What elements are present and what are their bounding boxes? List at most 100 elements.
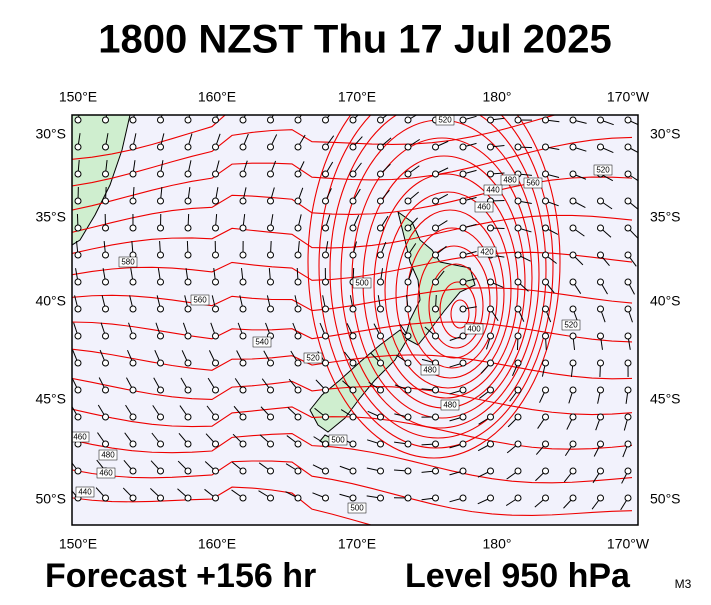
contour-label: 480: [503, 176, 517, 185]
wind-station: [543, 333, 549, 339]
latitude-label: 45°S: [650, 391, 681, 407]
wind-station: [460, 414, 466, 420]
contour-label: 500: [331, 436, 345, 445]
wind-station: [185, 333, 191, 339]
wind-station: [323, 171, 329, 177]
wind-station: [268, 225, 274, 231]
wind-station: [460, 306, 466, 312]
wind-station: [158, 441, 164, 447]
wind-station: [295, 306, 301, 312]
wind-station: [350, 225, 356, 231]
wind-station: [350, 171, 356, 177]
wind-station: [295, 360, 301, 366]
wind-station: [185, 306, 191, 312]
wind-station: [405, 117, 411, 123]
wind-station: [405, 441, 411, 447]
contour-label: 460: [477, 203, 491, 212]
wind-station: [158, 198, 164, 204]
wind-station: [268, 387, 274, 393]
wind-station: [295, 279, 301, 285]
wind-station: [295, 468, 301, 474]
wind-station: [625, 468, 631, 474]
wind-station: [185, 144, 191, 150]
wind-station: [515, 468, 521, 474]
wind-station: [268, 279, 274, 285]
wind-station: [323, 414, 329, 420]
wind-station: [213, 306, 219, 312]
level-label: Level 950 hPa: [405, 557, 631, 595]
wind-station: [240, 333, 246, 339]
longitude-label: 160°E: [198, 536, 236, 552]
wind-station: [598, 252, 604, 258]
wind-station: [323, 225, 329, 231]
wind-station: [323, 387, 329, 393]
wind-station: [323, 279, 329, 285]
wind-station: [130, 117, 136, 123]
wind-station: [488, 414, 494, 420]
contour-label: 520: [438, 116, 452, 125]
wind-station: [240, 279, 246, 285]
wind-station: [433, 171, 439, 177]
contour-label: 460: [73, 433, 87, 442]
wind-station: [515, 333, 521, 339]
wind-station: [350, 468, 356, 474]
wind-station: [103, 225, 109, 231]
wind-station: [130, 198, 136, 204]
wind-station: [625, 144, 631, 150]
wind-station: [130, 360, 136, 366]
wind-station: [295, 333, 301, 339]
wind-station: [405, 387, 411, 393]
longitude-label: 180°: [483, 536, 512, 552]
wind-station: [185, 225, 191, 231]
wind-station: [433, 414, 439, 420]
wind-station: [130, 495, 136, 501]
wind-station: [75, 171, 81, 177]
wind-station: [75, 144, 81, 150]
contour-label: 480: [423, 366, 437, 375]
wind-station: [460, 360, 466, 366]
wind-station: [460, 279, 466, 285]
wind-station: [433, 306, 439, 312]
wind-station: [433, 333, 439, 339]
wind-station: [598, 306, 604, 312]
wind-station: [158, 468, 164, 474]
wind-station: [460, 117, 466, 123]
wind-station: [405, 306, 411, 312]
wind-station: [543, 414, 549, 420]
contour-label: 420: [480, 248, 494, 257]
contour-label: 560: [193, 296, 207, 305]
wind-station: [130, 225, 136, 231]
wind-station: [130, 387, 136, 393]
wind-station: [488, 468, 494, 474]
wind-station: [213, 279, 219, 285]
wind-station: [405, 252, 411, 258]
contour-label: 440: [486, 186, 500, 195]
latitude-label: 45°S: [35, 391, 66, 407]
wind-station: [405, 279, 411, 285]
wind-station: [295, 495, 301, 501]
wind-station: [515, 306, 521, 312]
contour-label: 500: [350, 504, 364, 513]
longitude-label: 170°W: [607, 536, 650, 552]
wind-station: [158, 171, 164, 177]
wind-station: [268, 198, 274, 204]
wind-station: [185, 279, 191, 285]
wind-station: [350, 360, 356, 366]
wind-station: [158, 144, 164, 150]
contour-label: 460: [99, 469, 113, 478]
contour-label: 400: [467, 325, 481, 334]
wind-station: [185, 468, 191, 474]
wind-station: [515, 387, 521, 393]
wind-station: [433, 441, 439, 447]
wind-station: [75, 252, 81, 258]
wind-station: [570, 117, 576, 123]
wind-station: [488, 495, 494, 501]
wind-station: [75, 198, 81, 204]
wind-station: [570, 414, 576, 420]
wind-station: [625, 387, 631, 393]
wind-station: [130, 306, 136, 312]
wind-station: [405, 198, 411, 204]
wind-station: [323, 144, 329, 150]
wind-station: [185, 414, 191, 420]
